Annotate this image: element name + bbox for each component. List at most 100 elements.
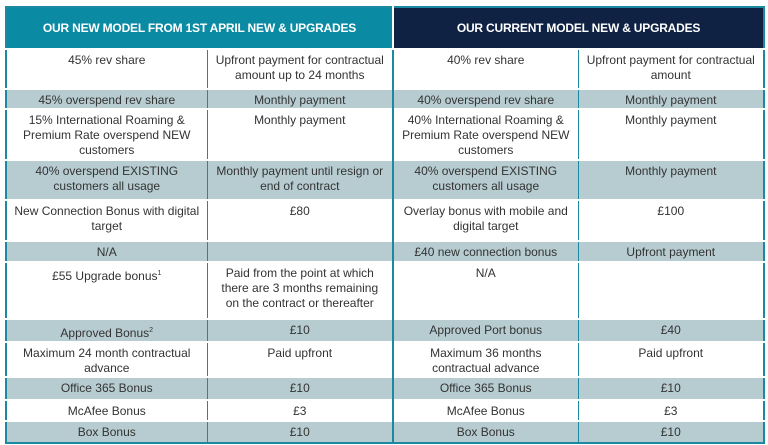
new-model-payment-cell: Paid from the point at which there are 3…: [206, 261, 394, 319]
new-model-payment-cell: £10: [206, 376, 394, 400]
current-model-item-cell: 40% overspend EXISTING customers all usa…: [392, 159, 579, 200]
new-model-item-text: Maximum 24 month contractual advance: [23, 346, 191, 375]
new-model-payment-cell: Upfront payment for contractual amount u…: [206, 48, 394, 89]
new-model-item-text: 45% overspend rev share: [38, 93, 176, 107]
current-model-item-cell: Box Bonus: [392, 420, 579, 443]
new-model-payment-cell: £80: [206, 199, 394, 241]
current-model-item-cell: 40% rev share: [392, 48, 579, 89]
current-model-payment-cell: £10: [577, 420, 765, 443]
current-model-payment-cell: Monthly payment: [577, 108, 765, 160]
current-model-payment-cell: £3: [577, 399, 765, 421]
new-model-item-cell: Maximum 24 month contractual advance: [5, 341, 207, 377]
current-model-payment-text: £10: [660, 425, 681, 439]
current-model-item-cell: Approved Port bonus: [392, 318, 579, 342]
new-model-payment-text: £10: [289, 323, 310, 337]
table-row: McAfee Bonus £3 McAfee Bonus £3: [5, 399, 765, 421]
table-row: N/A £40 new connection bonus Upfront payme…: [5, 240, 765, 262]
new-model-item-text: N/A: [96, 245, 117, 259]
new-model-payment-text: £3: [293, 404, 307, 418]
current-model-item-cell: McAfee Bonus: [392, 399, 579, 421]
new-model-payment-cell: Paid upfront: [206, 341, 394, 377]
current-model-payment-cell: Monthly payment: [577, 159, 765, 200]
current-model-item-cell: £40 new connection bonus: [392, 240, 579, 262]
table-row: New Connection Bonus with digital target…: [5, 199, 765, 241]
current-model-payment-cell: Upfront payment for contractual amount: [577, 48, 765, 89]
current-model-payment-cell: Paid upfront: [577, 341, 765, 377]
current-model-item-text: Office 365 Bonus: [439, 381, 532, 395]
new-model-payment-text: Monthly payment: [254, 93, 346, 107]
current-model-payment-text: £3: [664, 404, 678, 418]
current-model-item-text: £40 new connection bonus: [414, 245, 558, 259]
table-row: £55 Upgrade bonus1 Paid from the point at…: [5, 261, 765, 319]
footnote-marker: 1: [157, 270, 162, 277]
new-model-item-cell: McAfee Bonus: [5, 399, 207, 421]
current-model-item-cell: 40% International Roaming & Premium Rate…: [392, 108, 579, 160]
current-model-item-cell: Overlay bonus with mobile and digital ta…: [392, 199, 579, 241]
new-model-item-cell: 40% overspend EXISTING customers all usa…: [5, 159, 207, 200]
new-model-payment-text: £10: [289, 425, 310, 439]
new-model-item-cell: 45% rev share: [5, 48, 207, 89]
current-model-payment-text: Monthly payment: [625, 93, 717, 107]
current-model-payment-text: Monthly payment: [625, 113, 717, 127]
new-model-item-cell: Office 365 Bonus: [5, 376, 207, 400]
new-model-item-text: McAfee Bonus: [67, 404, 146, 418]
new-model-payment-cell: £10: [206, 420, 394, 443]
table-row: Maximum 24 month contractual advance Paid…: [5, 341, 765, 377]
new-model-payment-text: Upfront payment for contractual amount u…: [215, 53, 384, 82]
new-model-item-cell: Box Bonus: [5, 420, 207, 443]
new-model-payment-text: Paid from the point at which there are 3…: [221, 266, 379, 310]
table-row: 15% International Roaming & Premium Rate…: [5, 108, 765, 160]
current-model-payment-cell: £40: [577, 318, 765, 342]
new-model-item-text: 45% rev share: [68, 53, 146, 67]
current-model-item-cell: Office 365 Bonus: [392, 376, 579, 400]
current-model-payment-text: Paid upfront: [638, 346, 704, 360]
new-model-payment-cell: £3: [206, 399, 394, 421]
current-model-item-text: 40% overspend EXISTING customers all usa…: [414, 164, 558, 193]
current-model-payment-cell: £100: [577, 199, 765, 241]
current-model-payment-text: £40: [660, 323, 681, 337]
current-model-item-text: Maximum 36 months contractual advance: [430, 346, 542, 375]
current-model-item-cell: N/A: [392, 261, 579, 319]
new-model-payment-cell: Monthly payment: [206, 108, 394, 160]
current-model-item-text: 40% International Roaming & Premium Rate…: [402, 113, 570, 157]
current-model-payment-text: Monthly payment: [625, 164, 717, 178]
current-model-item-text: Box Bonus: [456, 425, 515, 439]
current-model-payment-text: £100: [657, 204, 685, 218]
table-row: 45% overspend rev share Monthly payment 40…: [5, 88, 765, 109]
new-model-payment-cell: Monthly payment: [206, 88, 394, 109]
current-model-item-cell: Maximum 36 months contractual advance: [392, 341, 579, 377]
new-model-payment-text: £10: [289, 381, 310, 395]
new-model-payment-cell: Monthly payment until resign or end of c…: [206, 159, 394, 200]
header-row: OUR NEW MODEL FROM 1ST APRIL NEW & UPGRA…: [6, 7, 765, 49]
current-model-item-cell: 40% overspend rev share: [392, 88, 579, 109]
current-model-payment-cell: £10: [577, 376, 765, 400]
table-row: 45% rev share Upfront payment for contrac…: [5, 48, 765, 89]
current-model-item-text: 40% rev share: [447, 53, 525, 67]
current-model-item-text: McAfee Bonus: [446, 404, 525, 418]
new-model-item-text: New Connection Bonus with digital target: [14, 204, 200, 233]
new-model-item-cell: Approved Bonus2: [5, 318, 207, 342]
current-model-item-text: 40% overspend rev share: [417, 93, 555, 107]
table-row: Box Bonus £10 Box Bonus £10: [5, 420, 765, 443]
current-model-payment-cell: Upfront payment: [577, 240, 765, 262]
new-model-payment-text: Monthly payment until resign or end of c…: [216, 164, 384, 193]
current-model-item-text: Overlay bonus with mobile and digital ta…: [403, 204, 568, 233]
current-model-payment-cell: Monthly payment: [577, 88, 765, 109]
current-model-payment-text: Upfront payment for contractual amount: [586, 53, 755, 82]
new-model-item-text: Box Bonus: [77, 425, 136, 439]
current-model-payment-text: Upfront payment: [626, 245, 716, 259]
new-model-item-text: Office 365 Bonus: [60, 381, 153, 395]
table-row: 40% overspend EXISTING customers all usa…: [5, 159, 765, 200]
model-comparison-table: OUR NEW MODEL FROM 1ST APRIL NEW & UPGRA…: [5, 6, 766, 444]
current-model-payment-cell: [577, 261, 765, 319]
new-model-payment-cell: £10: [206, 318, 394, 342]
new-model-payment-text: Paid upfront: [267, 346, 333, 360]
current-model-item-text: N/A: [475, 266, 496, 280]
new-model-payment-cell: [206, 240, 394, 262]
new-model-item-text: 15% International Roaming & Premium Rate…: [23, 113, 191, 157]
footnote-marker: 2: [149, 327, 154, 334]
current-model-item-text: Approved Port bonus: [429, 323, 543, 337]
new-model-item-cell: N/A: [5, 240, 207, 262]
table-row: Office 365 Bonus £10 Office 365 Bonus £10: [5, 376, 765, 400]
current-model-payment-text: £10: [660, 381, 681, 395]
